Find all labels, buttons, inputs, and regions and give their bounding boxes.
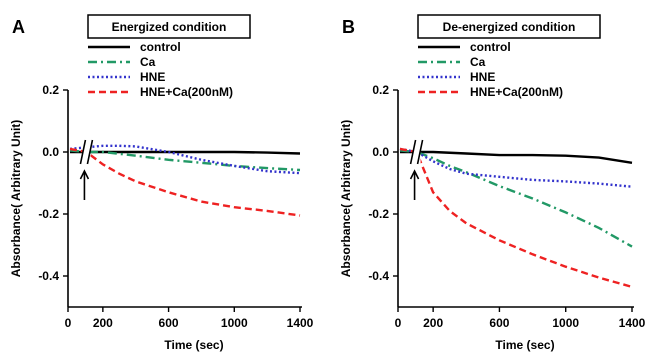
x-tick-label: 0	[65, 316, 72, 330]
y-tick-label: -0.2	[38, 207, 59, 221]
axis-break-mark	[416, 139, 424, 165]
x-tick-label: 200	[423, 316, 443, 330]
panel-a: A Energized condition controlCaHNEHNE+Ca(2…	[9, 14, 314, 352]
y-axis-title: Absorbance( Arbitrary Unit)	[9, 120, 23, 278]
series-line-hne	[69, 144, 301, 175]
chart-title: De-energized condition	[443, 20, 576, 34]
legend-label-hne: HNE	[140, 70, 165, 84]
y-axis-title: Absorbance( Arbitrary Unit)	[339, 120, 353, 278]
legend-label-hne-ca-200nm-: HNE+Ca(200nM)	[470, 85, 563, 99]
x-axis-title: Time (sec)	[164, 338, 223, 352]
legend-label-ca: Ca	[470, 55, 486, 69]
panel-letter: A	[12, 17, 25, 37]
panel-letter: B	[342, 17, 355, 37]
legend-label-hne: HNE	[470, 70, 495, 84]
title-box	[87, 14, 251, 39]
series-line-hne-ca-200nm-	[69, 147, 301, 217]
x-tick-label: 1000	[221, 316, 248, 330]
y-tick-label: -0.4	[368, 269, 389, 283]
x-tick-label: 600	[159, 316, 179, 330]
series-line-ca	[399, 149, 633, 248]
series-line-ca	[69, 149, 301, 172]
y-tick-label: 0.0	[372, 145, 389, 159]
legend-label-control: control	[140, 40, 181, 54]
y-tick-label: 0.2	[42, 83, 59, 97]
legend-label-ca: Ca	[140, 55, 156, 69]
y-tick-label: 0.2	[372, 83, 389, 97]
title-box	[417, 14, 601, 39]
y-tick-label: -0.4	[38, 269, 59, 283]
panel-b: B De-energized condition controlCaHNEHNE+C…	[339, 14, 646, 352]
axis-break-mark	[86, 139, 94, 165]
series-line-control	[400, 150, 633, 164]
axis-break-gap	[412, 139, 421, 165]
y-tick-label: 0.0	[42, 145, 59, 159]
series-line-control	[70, 150, 301, 155]
arrow-head-icon	[409, 169, 420, 180]
x-tick-label: 0	[395, 316, 402, 330]
x-tick-label: 1400	[287, 316, 314, 330]
chart-title: Energized condition	[112, 20, 227, 34]
legend-label-hne-ca-200nm-: HNE+Ca(200nM)	[140, 85, 233, 99]
x-tick-label: 200	[93, 316, 113, 330]
y-tick-label: -0.2	[368, 207, 389, 221]
arrow-head-icon	[79, 169, 90, 180]
x-tick-label: 600	[489, 316, 509, 330]
legend-label-control: control	[470, 40, 511, 54]
x-tick-label: 1000	[552, 316, 579, 330]
axis-break-gap	[82, 139, 91, 165]
axis-break-mark	[79, 139, 87, 165]
series-line-hne-ca-200nm-	[399, 147, 633, 289]
x-axis-title: Time (sec)	[495, 338, 554, 352]
axis-break-mark	[409, 139, 417, 165]
x-tick-label: 1400	[619, 316, 646, 330]
